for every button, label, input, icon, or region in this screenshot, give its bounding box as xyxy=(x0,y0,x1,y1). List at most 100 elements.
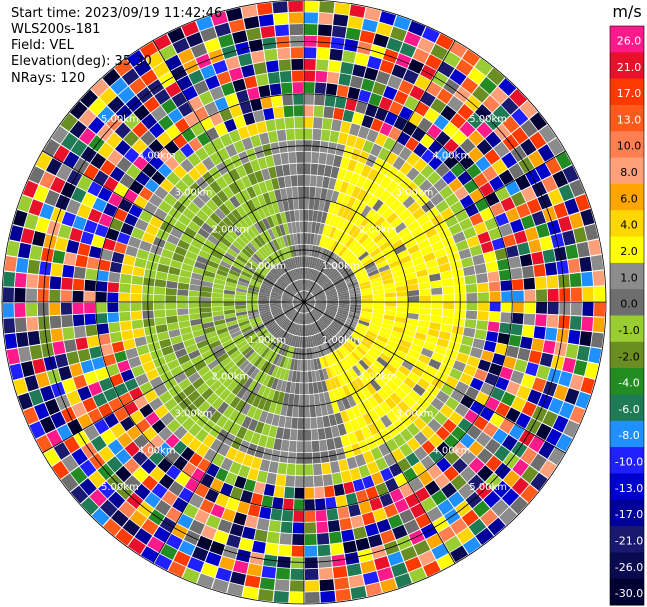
range-gate xyxy=(144,178,160,193)
range-gate xyxy=(497,332,510,345)
range-gate xyxy=(369,247,382,258)
range-gate xyxy=(4,256,17,272)
range-gate xyxy=(360,560,376,574)
range-gate xyxy=(335,362,345,374)
range-gate xyxy=(198,250,211,260)
range-gate xyxy=(421,371,435,384)
range-gate xyxy=(358,319,370,327)
range-gate xyxy=(326,291,337,296)
range-gate xyxy=(280,152,289,165)
range-gate xyxy=(509,89,528,107)
range-gate xyxy=(284,486,295,499)
range-gate xyxy=(376,518,392,533)
range-gate xyxy=(272,153,282,166)
range-gate xyxy=(362,475,375,489)
range-gate xyxy=(420,245,434,256)
range-gate xyxy=(365,208,377,221)
range-gate xyxy=(304,302,315,306)
range-gate xyxy=(391,64,407,79)
range-gate xyxy=(155,271,168,281)
range-gate xyxy=(307,313,311,324)
range-gate xyxy=(314,306,325,313)
range-gate xyxy=(435,131,451,147)
range-gate xyxy=(281,510,294,522)
range-gate xyxy=(352,365,362,377)
range-gate xyxy=(247,380,258,392)
range-gate xyxy=(77,348,91,362)
range-gate xyxy=(273,106,284,119)
range-gate xyxy=(166,507,182,523)
range-gate xyxy=(257,157,268,170)
range-gate xyxy=(301,302,304,313)
range-gate xyxy=(285,321,293,332)
range-gate xyxy=(438,526,456,543)
range-gate xyxy=(511,396,527,412)
range-gate xyxy=(465,386,480,400)
range-gate xyxy=(300,233,304,244)
range-gate xyxy=(345,236,355,248)
range-gate xyxy=(232,353,244,364)
range-gate xyxy=(322,315,332,324)
range-gate xyxy=(515,174,531,191)
range-gate xyxy=(307,312,312,324)
range-gate xyxy=(367,182,380,195)
colorbar-swatch xyxy=(610,315,644,343)
range-ring-label: 2.00km xyxy=(359,224,397,235)
range-gate xyxy=(279,276,289,286)
range-gate xyxy=(168,329,181,338)
range-gate xyxy=(428,233,441,245)
range-gate xyxy=(141,442,157,458)
range-gate xyxy=(271,308,282,313)
range-gate xyxy=(307,221,313,233)
range-gate xyxy=(157,457,173,473)
range-gate xyxy=(299,279,303,291)
range-gate xyxy=(425,259,438,269)
range-gate xyxy=(73,374,88,390)
range-gate xyxy=(398,365,411,377)
range-gate xyxy=(251,456,262,470)
range-gate xyxy=(271,291,282,296)
range-gate xyxy=(275,329,284,339)
range-gate xyxy=(355,230,366,242)
range-gate xyxy=(258,589,274,602)
range-gate xyxy=(506,345,520,359)
range-gate xyxy=(372,199,384,212)
range-gate xyxy=(146,51,164,69)
range-gate xyxy=(386,37,403,53)
range-gate xyxy=(318,260,325,271)
range-gate xyxy=(211,297,223,302)
range-gate xyxy=(536,289,548,302)
range-gate xyxy=(288,440,297,452)
range-gate xyxy=(108,192,123,208)
range-gate xyxy=(327,71,340,84)
range-gate xyxy=(322,356,329,368)
range-gate xyxy=(335,495,348,508)
range-gate xyxy=(219,556,235,571)
range-gate xyxy=(49,315,62,329)
range-ring-label: 2.00km xyxy=(211,372,249,383)
nrays: NRays: 120 xyxy=(11,71,86,86)
range-gate xyxy=(212,306,224,312)
range-gate xyxy=(275,165,284,177)
range-gate xyxy=(315,295,326,299)
range-gate xyxy=(454,186,469,201)
range-gate xyxy=(280,318,289,328)
range-gate xyxy=(126,164,141,180)
range-gate xyxy=(379,122,393,137)
range-gate xyxy=(403,377,417,389)
range-gate xyxy=(273,485,285,498)
range-gate xyxy=(276,567,290,580)
range-gate xyxy=(241,270,253,279)
range-gate xyxy=(234,337,246,346)
range-gate xyxy=(325,153,335,166)
range-gate xyxy=(243,479,256,492)
range-gate xyxy=(83,424,100,441)
range-gate xyxy=(261,168,271,181)
range-gate xyxy=(475,527,494,545)
range-gate xyxy=(307,233,311,245)
range-gate xyxy=(293,302,304,304)
range-gate xyxy=(326,293,338,298)
range-gate xyxy=(378,96,393,111)
range-gate xyxy=(224,342,236,353)
range-gate xyxy=(404,354,418,366)
